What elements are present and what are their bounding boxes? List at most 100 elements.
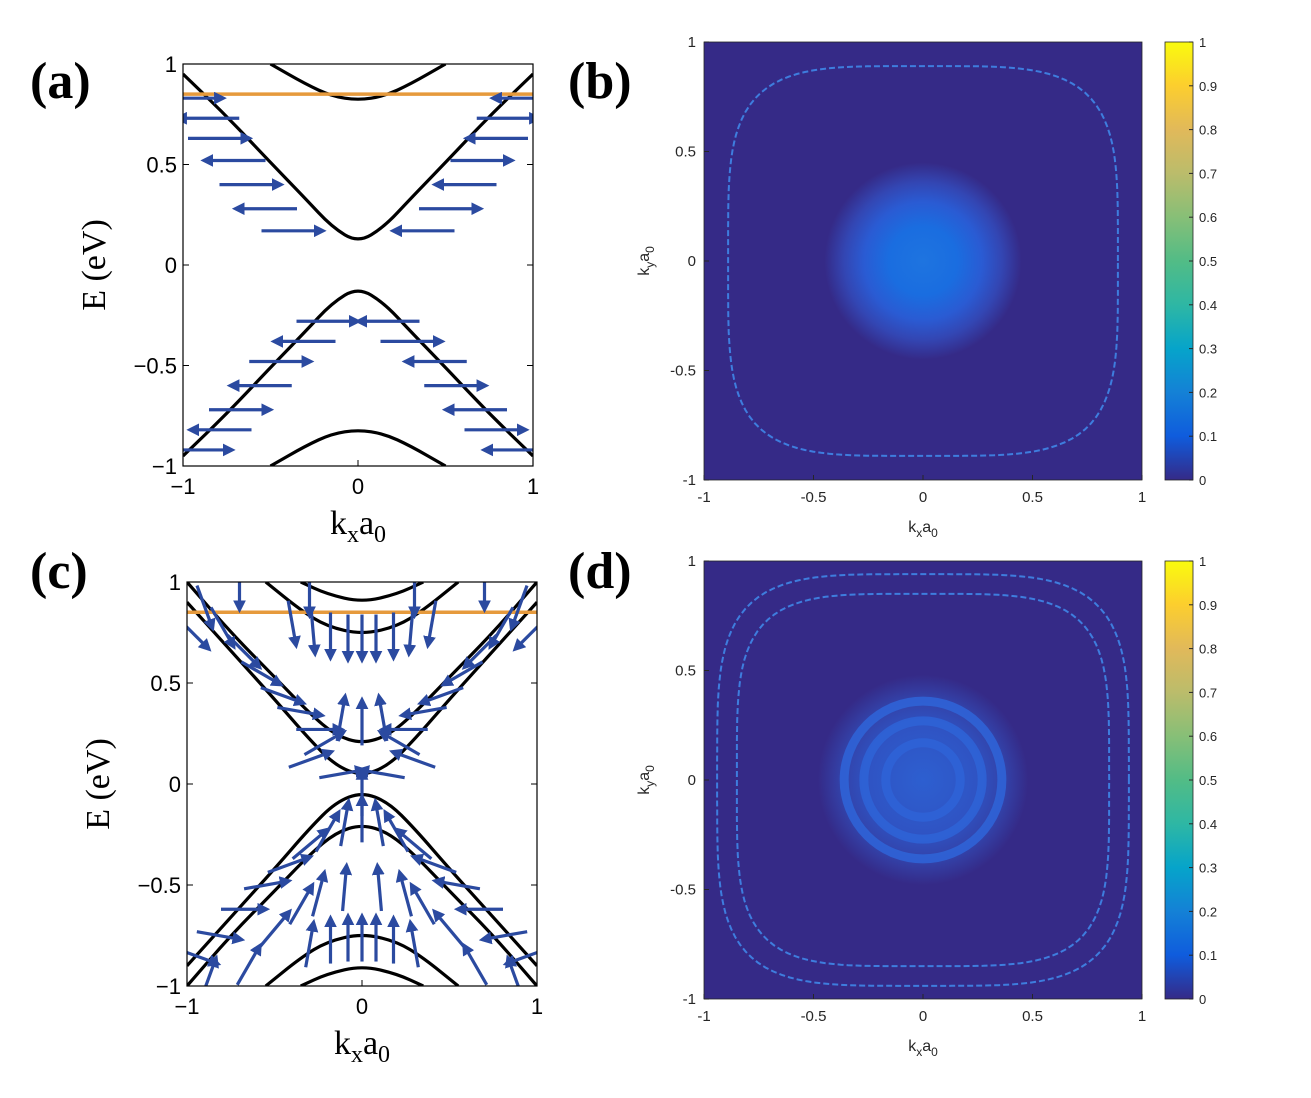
x-tick-label-1: 0 (352, 474, 364, 499)
spin-arrow-9 (307, 608, 321, 658)
x-tick-label-4: 1 (1138, 1008, 1146, 1025)
band-curve-0 (269, 64, 447, 101)
band-curve-3 (269, 429, 447, 466)
spin-arrow-49 (431, 876, 481, 891)
y-tick-label-1: −0.5 (134, 354, 177, 379)
x-tick-label-4: 1 (1138, 489, 1146, 506)
fermi-contour-1 (735, 592, 1111, 968)
panel-label-b: (b) (568, 53, 632, 110)
y-tick-label-0: −1 (156, 974, 181, 999)
spin-arrow-20 (260, 686, 307, 707)
spin-arrow-60 (339, 862, 353, 912)
x-axis-label: kxa0 (334, 1025, 390, 1068)
spin-arrow-56 (288, 881, 315, 926)
panel-label-c: (c) (30, 543, 88, 600)
spin-arrow-47 (410, 853, 457, 874)
colorbar-tick-label-8: 0.8 (1199, 642, 1217, 657)
diffuse-center (824, 162, 1022, 360)
x-tick-label-0: -1 (697, 1008, 710, 1025)
x-tick-label-2: 0 (919, 1008, 927, 1025)
x-axis-label: kxa0 (908, 1038, 938, 1059)
band-curve-2 (183, 289, 533, 458)
colorbar-tick-label-1: 0.1 (1199, 429, 1217, 444)
colorbar-tick-label-5: 0.5 (1199, 254, 1217, 269)
fermi-contour-2 (716, 573, 1130, 987)
y-tick-label-1: −0.5 (138, 873, 181, 898)
x-axis-label: kxa0 (330, 505, 386, 548)
x-tick-label-1: -0.5 (801, 489, 827, 506)
spin-arrow-5 (508, 585, 529, 632)
spin-arrow-41 (370, 797, 385, 847)
spin-arrow-62 (259, 908, 292, 948)
colorbar-tick-label-4: 0.4 (1199, 817, 1217, 832)
spin-arrow-64 (304, 918, 319, 968)
y-tick-label-3: 0.5 (150, 671, 181, 696)
spin-arrow-36 (319, 765, 368, 780)
map-area (704, 42, 1142, 480)
spin-arrow-18 (226, 633, 263, 670)
x-axis-label: kxa0 (908, 519, 938, 540)
spin-arrow-58 (311, 868, 329, 917)
spin-arrow-52 (196, 930, 246, 945)
colorbar-tick-label-2: 0.2 (1199, 904, 1217, 919)
colorbar-tick-label-9: 0.9 (1199, 79, 1217, 94)
x-tick-label-3: 0.5 (1022, 1008, 1043, 1025)
spin-arrow-61 (371, 862, 385, 912)
spectral-map-panel-d: -1 -0.5 0 0.5 1 -1 -0.5 0 0.5 1 kxa0 kya0 0 0.1 0.2 0.3… (636, 553, 1217, 1059)
colorbar-tick-label-8: 0.8 (1199, 123, 1217, 138)
spin-arrow-24 (461, 633, 498, 670)
spin-arrow-46 (267, 853, 314, 874)
y-axis-label: E (eV) (80, 738, 117, 830)
y-tick-label-1: -0.5 (670, 363, 696, 380)
x-tick-label-2: 0 (919, 489, 927, 506)
spin-arrow-34 (288, 748, 335, 769)
spin-arrow-8 (286, 600, 301, 650)
spin-arrow-45 (393, 827, 433, 860)
spin-arrow-27 (398, 705, 447, 721)
y-axis-label: kya0 (636, 246, 657, 276)
x-tick-label-1: 0 (356, 994, 368, 1019)
spin-arrow-63 (432, 908, 465, 948)
band-curve-0 (300, 582, 424, 602)
y-tick-label-2: 0 (688, 253, 696, 270)
band-curve-5 (187, 824, 537, 986)
spin-arrow-4 (195, 585, 216, 632)
y-tick-label-1: -0.5 (670, 882, 696, 899)
map-area (704, 561, 1142, 999)
y-tick-label-2: 0 (165, 253, 177, 278)
spin-arrow-37 (356, 765, 405, 780)
spin-arrow-44 (291, 827, 331, 860)
spin-arrow-59 (395, 868, 413, 917)
diffuse-center (817, 674, 1029, 886)
spin-arrow-32 (303, 730, 347, 756)
spin-arrow-54 (187, 950, 222, 967)
x-tick-label-0: −1 (170, 474, 195, 499)
band-curve-3 (187, 601, 537, 775)
y-axis-label: E (eV) (76, 219, 113, 311)
spin-arrow-6 (187, 624, 212, 652)
y-tick-label-3: 0.5 (675, 663, 696, 680)
spin-arrow-70 (405, 918, 420, 968)
colorbar-tick-label-0: 0 (1199, 992, 1206, 1007)
y-tick-label-2: 0 (169, 772, 181, 797)
spin-arrow-71 (235, 942, 262, 986)
colorbar-tick-label-4: 0.4 (1199, 298, 1217, 313)
y-tick-label-4: 1 (169, 570, 181, 595)
y-tick-label-0: -1 (683, 472, 696, 489)
spin-arrow-33 (377, 730, 421, 756)
colorbar (1164, 560, 1194, 1000)
spin-arrow-26 (417, 686, 464, 707)
spin-arrow-55 (502, 950, 537, 967)
x-tick-label-3: 0.5 (1022, 489, 1043, 506)
colorbar-tick-label-3: 0.3 (1199, 342, 1217, 357)
y-tick-label-0: −1 (152, 454, 177, 479)
spin-arrow-35 (389, 748, 436, 769)
spin-arrow-40 (339, 797, 354, 847)
colorbar-tick-label-10: 1 (1199, 554, 1206, 569)
colorbar-tick-label-3: 0.3 (1199, 861, 1217, 876)
band-curve-1 (183, 72, 533, 241)
spin-arrow-72 (462, 942, 489, 986)
spin-arrow-19 (240, 660, 284, 687)
y-tick-label-4: 1 (165, 52, 177, 77)
colorbar-tick-label-5: 0.5 (1199, 773, 1217, 788)
